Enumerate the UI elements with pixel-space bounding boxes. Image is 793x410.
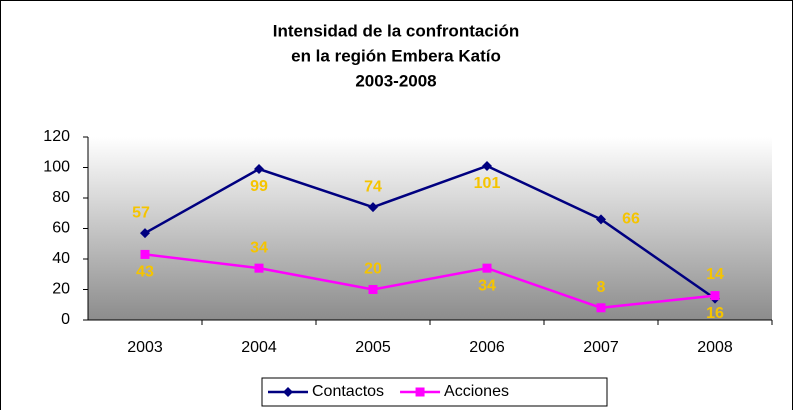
chart-title: 2003-2008 — [355, 71, 436, 90]
plot-area — [88, 137, 772, 320]
marker — [482, 263, 492, 273]
marker — [254, 263, 264, 273]
legend-label: Contactos — [312, 383, 384, 400]
marker — [415, 387, 425, 397]
data-label: 14 — [706, 266, 724, 283]
marker — [254, 164, 264, 175]
x-tick-label: 2006 — [469, 339, 505, 356]
y-tick-label: 40 — [52, 250, 70, 267]
marker — [368, 285, 378, 294]
y-tick-label: 80 — [52, 189, 70, 206]
marker — [283, 387, 293, 397]
chart-title: en la región Embera Katío — [291, 46, 501, 65]
data-label: 20 — [364, 261, 382, 278]
marker — [140, 228, 150, 239]
data-label: 99 — [250, 178, 268, 195]
x-tick-label: 2003 — [127, 339, 163, 356]
chart-title: Intensidad de la confrontación — [273, 21, 520, 40]
x-tick-label: 2005 — [355, 339, 391, 356]
marker — [596, 214, 606, 225]
data-label: 101 — [474, 175, 501, 192]
data-label: 57 — [132, 204, 150, 221]
legend-label: Acciones — [444, 383, 509, 400]
y-tick-label: 20 — [52, 281, 70, 298]
x-tick-label: 2004 — [241, 339, 277, 356]
data-label: 74 — [364, 178, 382, 195]
y-tick-label: 60 — [52, 220, 70, 237]
data-label: 34 — [250, 239, 268, 256]
x-tick-label: 2007 — [583, 339, 619, 356]
marker — [482, 160, 492, 171]
y-tick-label: 0 — [61, 311, 70, 328]
y-tick-label: 100 — [43, 159, 70, 176]
data-label: 16 — [706, 305, 724, 322]
marker — [596, 303, 606, 313]
marker — [710, 291, 720, 301]
data-label: 34 — [478, 277, 496, 294]
data-label: 8 — [597, 279, 606, 296]
series-line — [144, 164, 716, 300]
series-line — [144, 253, 716, 310]
x-tick-label: 2008 — [697, 339, 733, 356]
data-label: 66 — [622, 211, 640, 228]
y-tick-label: 120 — [43, 128, 70, 145]
data-label: 43 — [136, 264, 154, 281]
marker — [368, 202, 378, 213]
marker — [140, 249, 150, 259]
